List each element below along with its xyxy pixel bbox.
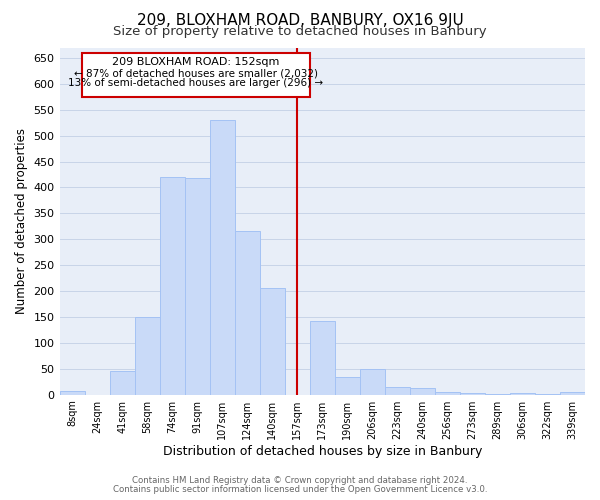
Bar <box>435 392 460 394</box>
Text: ← 87% of detached houses are smaller (2,032): ← 87% of detached houses are smaller (2,… <box>74 68 318 78</box>
Text: 209 BLOXHAM ROAD: 152sqm: 209 BLOXHAM ROAD: 152sqm <box>112 58 280 68</box>
Bar <box>235 232 260 394</box>
Bar <box>310 320 335 394</box>
Bar <box>360 369 385 394</box>
Bar <box>385 387 410 394</box>
Bar <box>134 317 160 394</box>
Bar <box>510 393 535 394</box>
FancyBboxPatch shape <box>82 52 310 96</box>
Bar <box>335 376 360 394</box>
Text: Contains public sector information licensed under the Open Government Licence v3: Contains public sector information licen… <box>113 485 487 494</box>
Bar <box>59 390 85 394</box>
Text: 13% of semi-detached houses are larger (296) →: 13% of semi-detached houses are larger (… <box>68 78 323 88</box>
Y-axis label: Number of detached properties: Number of detached properties <box>15 128 28 314</box>
Text: 209, BLOXHAM ROAD, BANBURY, OX16 9JU: 209, BLOXHAM ROAD, BANBURY, OX16 9JU <box>137 12 463 28</box>
Bar <box>260 288 285 395</box>
X-axis label: Distribution of detached houses by size in Banbury: Distribution of detached houses by size … <box>163 444 482 458</box>
Bar <box>560 392 585 394</box>
Text: Size of property relative to detached houses in Banbury: Size of property relative to detached ho… <box>113 25 487 38</box>
Bar <box>110 372 134 394</box>
Text: Contains HM Land Registry data © Crown copyright and database right 2024.: Contains HM Land Registry data © Crown c… <box>132 476 468 485</box>
Bar <box>160 177 185 394</box>
Bar <box>185 178 209 394</box>
Bar <box>209 120 235 394</box>
Bar <box>460 393 485 394</box>
Bar <box>410 388 435 394</box>
